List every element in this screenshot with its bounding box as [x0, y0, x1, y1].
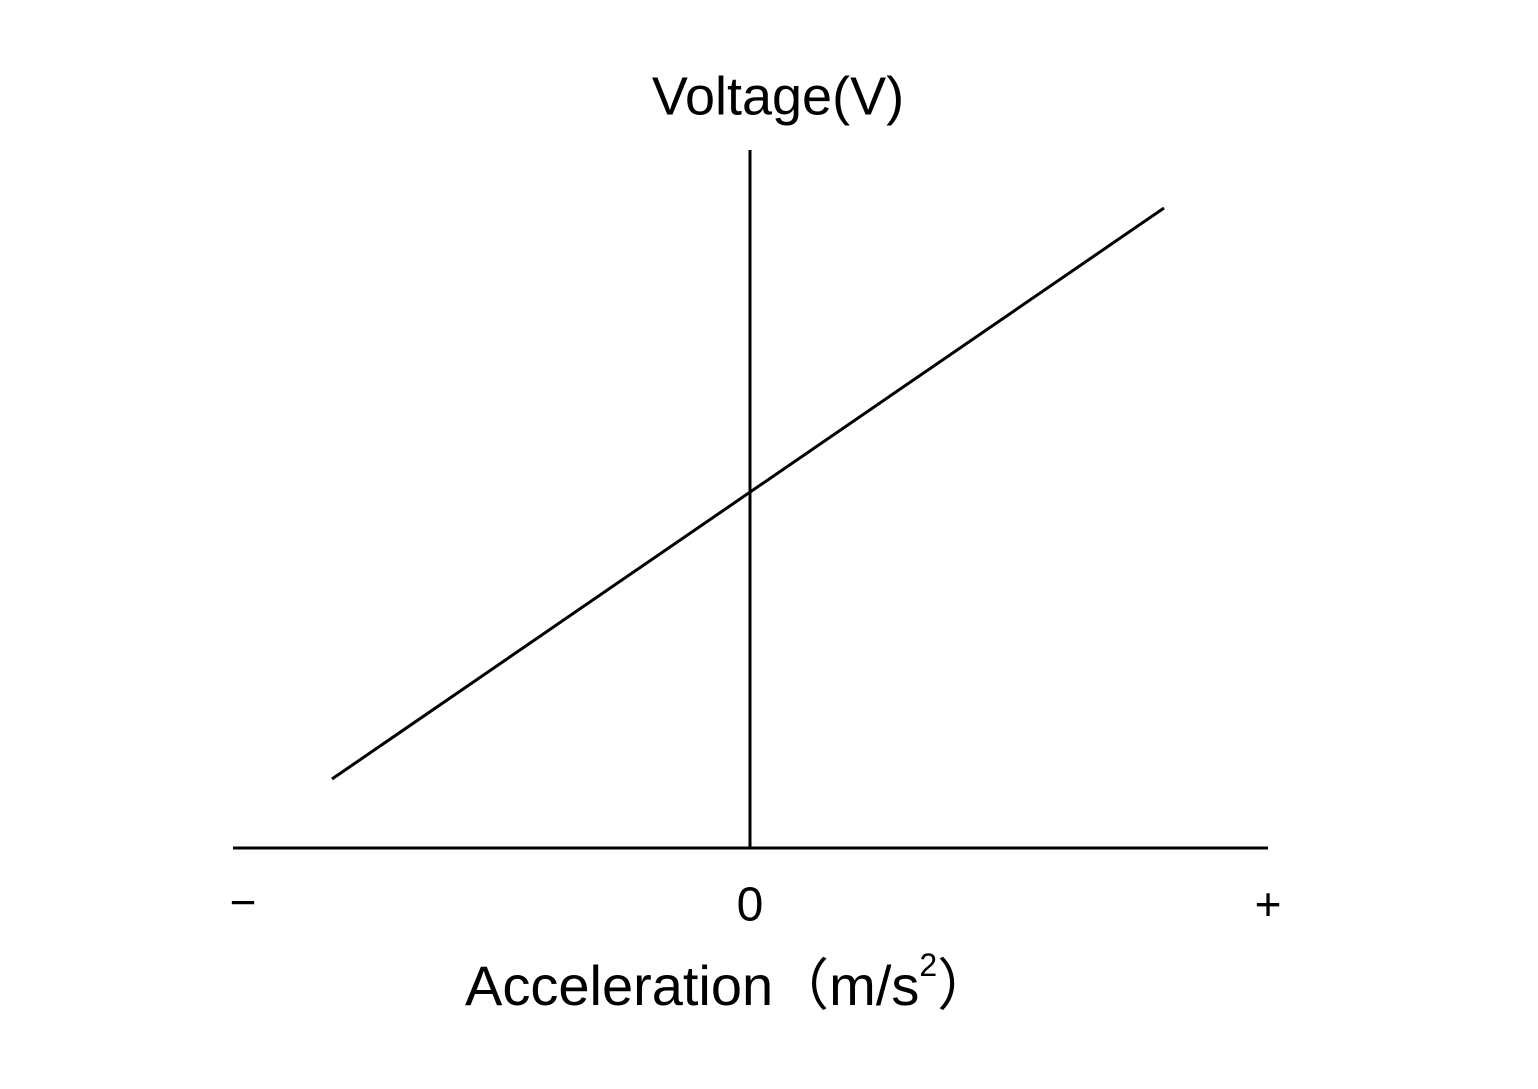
x-axis-label-superscript: 2 [919, 947, 937, 983]
x-tick-label: + [1255, 878, 1282, 930]
x-axis-label-end: ） [937, 954, 993, 1017]
x-tick-label: 0 [737, 879, 764, 932]
response-line [331, 206, 1165, 781]
x-tick-label: − [230, 876, 257, 928]
y-axis-label: Voltage(V) [652, 66, 904, 126]
x-axis-label-main: Acceleration（m/s [465, 954, 919, 1017]
x-axis-label: Acceleration（m/s2） [465, 947, 993, 1016]
